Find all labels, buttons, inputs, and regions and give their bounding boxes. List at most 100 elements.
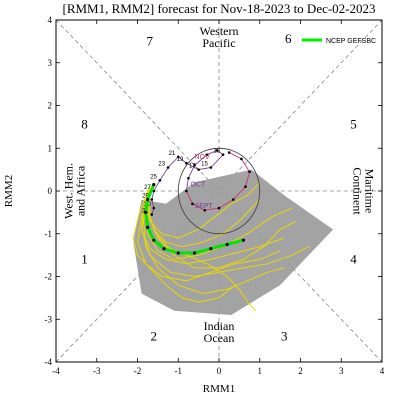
region-label-line: Maritime (363, 169, 377, 214)
chart-title: [RMM1, RMM2] forecast for Nov-18-2023 to… (62, 1, 375, 16)
observed-day-point (197, 168, 200, 171)
y-tick-label: 0 (48, 186, 53, 196)
observed-day-point (185, 161, 188, 165)
phase-labels-layer: 12 345678WesternPacificMaritimeContinentI… (61, 24, 376, 345)
y-tick-label: -2 (45, 272, 53, 282)
diagonal-grid-line (55, 19, 383, 363)
region-label-line: Western (199, 24, 238, 38)
phase-number: 6 (285, 31, 292, 46)
observed-day-point (240, 157, 243, 161)
region-label-line: Pacific (202, 36, 235, 50)
observed-day-point (209, 166, 213, 169)
x-tick-label: 2 (298, 366, 303, 376)
ensemble-mean-point (241, 238, 246, 242)
observed-day-label: 23 (158, 161, 165, 167)
ensemble-mean-layer (144, 182, 246, 255)
phase-number: 5 (350, 117, 357, 132)
region-label-line: West. Hem. (61, 163, 75, 219)
ensemble-member-line (141, 186, 309, 278)
observed-day-point (205, 153, 209, 156)
ensemble-mean-point (146, 197, 150, 202)
y-tick-label: 1 (48, 143, 53, 153)
observed-day-point (152, 206, 156, 210)
month-label: OCT (190, 182, 206, 189)
ensemble-member-line (136, 186, 281, 282)
y-tick-label: 4 (48, 15, 53, 25)
x-axis-title: RMM1 (203, 383, 235, 395)
phase-number: 8 (81, 117, 88, 132)
y-tick-label: 2 (48, 101, 53, 111)
region-label-line: Ocean (204, 331, 235, 345)
x-tick-label: 3 (339, 366, 344, 376)
region-label: West. Hem.and Africa (61, 163, 87, 219)
ensemble-member-line (141, 186, 285, 265)
x-tick-label: 1 (258, 366, 263, 376)
legend: NCEP GEFSBC (302, 38, 376, 45)
phase-number: 1 (81, 251, 88, 266)
ensemble-mean-point (192, 251, 197, 255)
y-axis-title: RMM2 (3, 175, 15, 207)
region-label-line: and Africa (73, 165, 87, 216)
observed-day-label: 25 (150, 174, 157, 180)
observed-path-layer: 1315171921232527293031NOVOCTSEPT (142, 149, 251, 216)
legend-label: NCEP GEFSBC (326, 38, 376, 45)
y-tick-label: -1 (45, 229, 53, 239)
observed-day-point (244, 185, 247, 189)
ensemble-mean-point (225, 242, 229, 247)
ensemble-mean-point (209, 247, 213, 251)
observed-day-label: 27 (144, 185, 151, 191)
ensemble-mean-point (176, 251, 180, 255)
x-tick-label: -2 (134, 366, 142, 376)
phase-number: 3 (281, 328, 288, 343)
observed-day-point (221, 153, 225, 156)
y-tick-label: -4 (45, 357, 53, 367)
x-tick-label: -1 (175, 366, 183, 376)
ensemble-member-line (147, 186, 257, 312)
observed-day-point (227, 151, 231, 154)
phase-grid-lines (55, 19, 383, 363)
region-label-line: Indian (204, 319, 235, 333)
region-label-line: Continent (351, 167, 365, 215)
ensemble-mean-point (144, 210, 148, 214)
observed-day-point (217, 206, 221, 210)
observed-day-label: 21 (169, 151, 176, 157)
month-label: SEPT (195, 203, 214, 210)
observed-day-point (193, 164, 196, 167)
observed-day-label: 19 (177, 157, 184, 163)
observed-day-point (185, 189, 188, 193)
x-tick-label: -4 (52, 366, 60, 376)
observed-day-point (231, 198, 235, 201)
ensemble-mean-point (162, 247, 166, 251)
observed-day-point (150, 198, 154, 201)
phase-number: 4 (350, 251, 357, 266)
observed-day-label: 13 (213, 149, 220, 155)
observed-day-point (150, 213, 154, 216)
observed-day-point (166, 166, 170, 169)
y-tick-label: -3 (45, 314, 53, 324)
diagonal-grid-line (55, 19, 383, 363)
observed-day-point (152, 189, 156, 193)
observed-day-point (187, 176, 190, 180)
x-tick-label: 4 (380, 366, 385, 376)
observed-path-oct (151, 149, 224, 215)
ensemble-member-line (132, 186, 236, 303)
observed-day-point (248, 170, 251, 174)
ensemble-mean-point (146, 225, 150, 229)
observed-day-label: 17 (189, 164, 196, 170)
observed-day-point (215, 149, 219, 152)
observed-day-point (176, 155, 180, 159)
unit-circle (177, 147, 261, 235)
phase-number: 2 (151, 328, 158, 343)
observed-day-point (203, 208, 207, 212)
y-tick-label: 3 (48, 58, 53, 68)
observed-day-label: 29 (142, 194, 149, 200)
observed-day-label: 15 (201, 161, 208, 167)
ensemble-mean-point (152, 182, 156, 187)
observed-day-point (158, 179, 162, 182)
